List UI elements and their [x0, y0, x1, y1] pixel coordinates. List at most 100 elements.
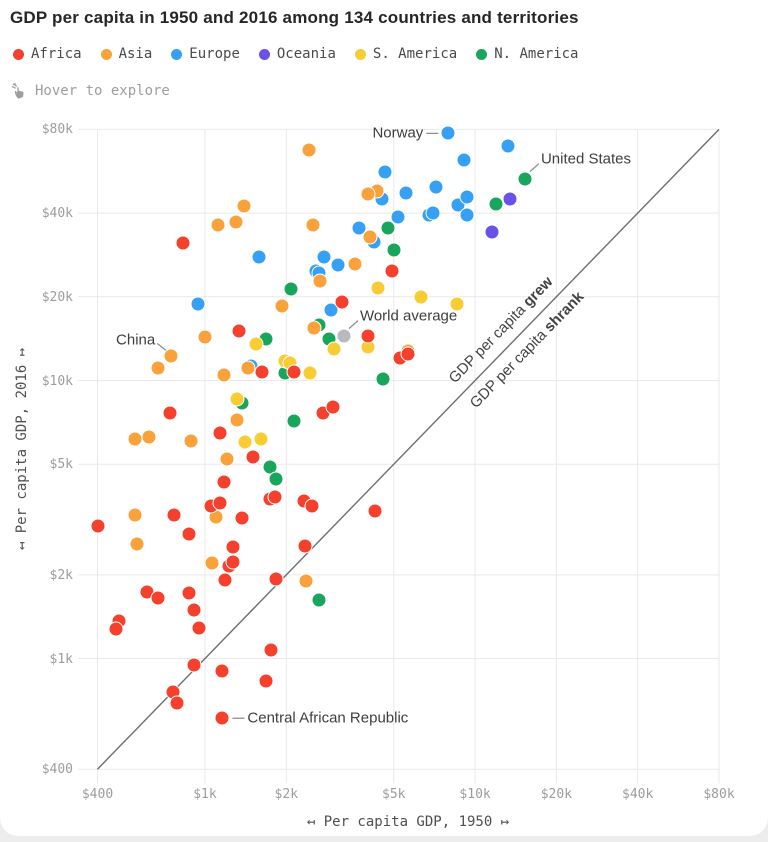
data-point[interactable] [204, 555, 220, 571]
data-point[interactable] [248, 336, 264, 352]
data-point[interactable] [216, 474, 232, 490]
data-point[interactable] [258, 673, 274, 689]
data-point[interactable] [297, 538, 313, 554]
data-point[interactable] [302, 365, 318, 381]
world-average-point[interactable] [336, 328, 352, 344]
data-point[interactable] [191, 620, 207, 636]
data-point[interactable] [186, 602, 202, 618]
data-point[interactable] [197, 329, 213, 345]
data-point[interactable] [181, 526, 197, 542]
data-point[interactable] [386, 242, 402, 258]
legend-item-n-america[interactable]: N. America [476, 46, 578, 62]
legend-item-asia[interactable]: Asia [100, 46, 152, 62]
data-point[interactable] [459, 207, 475, 223]
data-point[interactable] [127, 507, 143, 523]
data-point[interactable] [484, 224, 500, 240]
data-point[interactable] [240, 360, 256, 376]
data-point[interactable] [375, 371, 391, 387]
data-point[interactable] [150, 360, 166, 376]
data-point[interactable] [334, 294, 350, 310]
data-point[interactable] [231, 323, 247, 339]
data-point[interactable] [141, 429, 157, 445]
data-point[interactable] [216, 367, 232, 383]
data-point[interactable] [181, 585, 197, 601]
data-point[interactable] [440, 125, 456, 141]
data-point[interactable] [212, 495, 228, 511]
data-point[interactable] [237, 434, 253, 450]
data-point[interactable] [210, 217, 226, 233]
data-point[interactable] [425, 205, 441, 221]
data-point[interactable] [351, 220, 367, 236]
data-point[interactable] [162, 405, 178, 421]
data-point[interactable] [212, 425, 228, 441]
data-point[interactable] [326, 341, 342, 357]
data-point[interactable] [150, 590, 166, 606]
data-point[interactable] [229, 412, 245, 428]
data-point[interactable] [298, 573, 314, 589]
data-point[interactable] [234, 510, 250, 526]
data-point[interactable] [267, 489, 283, 505]
data-point[interactable] [311, 592, 327, 608]
data-point[interactable] [214, 710, 230, 726]
data-point[interactable] [190, 296, 206, 312]
data-point[interactable] [286, 364, 302, 380]
data-point[interactable] [163, 348, 179, 363]
data-point[interactable] [330, 257, 346, 273]
data-point[interactable] [502, 191, 518, 207]
data-point[interactable] [347, 256, 363, 272]
data-point[interactable] [325, 399, 341, 415]
data-point[interactable] [380, 220, 396, 236]
data-point[interactable] [183, 433, 199, 449]
data-point[interactable] [236, 198, 252, 214]
data-point[interactable] [304, 498, 320, 514]
data-point[interactable] [370, 280, 386, 296]
data-point[interactable] [217, 572, 233, 588]
data-point[interactable] [428, 179, 444, 195]
data-point[interactable] [127, 431, 143, 447]
data-point[interactable] [301, 142, 317, 158]
data-point[interactable] [175, 235, 191, 251]
legend-item-europe[interactable]: Europe [171, 46, 240, 62]
data-point[interactable] [286, 413, 302, 429]
data-point[interactable] [367, 503, 383, 519]
data-point[interactable] [459, 189, 475, 205]
data-point[interactable] [254, 364, 270, 380]
data-point[interactable] [166, 507, 182, 523]
data-point[interactable] [283, 281, 299, 297]
data-point[interactable] [108, 621, 124, 637]
data-point[interactable] [228, 214, 244, 230]
data-point[interactable] [400, 346, 416, 362]
data-point[interactable] [456, 152, 472, 168]
data-point[interactable] [245, 449, 261, 465]
data-point[interactable] [253, 431, 269, 447]
data-point[interactable] [225, 539, 241, 555]
legend-item-s-america[interactable]: S. America [354, 46, 457, 62]
data-point[interactable] [229, 391, 245, 407]
data-point[interactable] [398, 185, 414, 201]
legend-item-oceania[interactable]: Oceania [258, 46, 336, 62]
data-point[interactable] [360, 186, 376, 202]
data-point[interactable] [129, 536, 145, 552]
data-point[interactable] [316, 249, 332, 265]
data-point[interactable] [500, 138, 516, 154]
data-point[interactable] [268, 571, 284, 587]
data-point[interactable] [377, 164, 393, 180]
data-point[interactable] [362, 229, 378, 245]
data-point[interactable] [305, 217, 321, 233]
data-point[interactable] [306, 320, 322, 336]
data-point[interactable] [169, 695, 185, 711]
data-point[interactable] [90, 518, 105, 534]
data-point[interactable] [449, 296, 465, 312]
data-point[interactable] [517, 171, 533, 187]
data-point[interactable] [360, 328, 376, 344]
data-point[interactable] [268, 471, 284, 487]
data-point[interactable] [186, 657, 202, 673]
data-point[interactable] [312, 273, 328, 289]
data-point[interactable] [251, 249, 267, 265]
data-point[interactable] [214, 663, 230, 679]
data-point[interactable] [488, 196, 504, 212]
data-point[interactable] [274, 298, 289, 314]
data-point[interactable] [390, 209, 406, 225]
data-point[interactable] [219, 451, 235, 467]
data-point[interactable] [263, 642, 279, 658]
